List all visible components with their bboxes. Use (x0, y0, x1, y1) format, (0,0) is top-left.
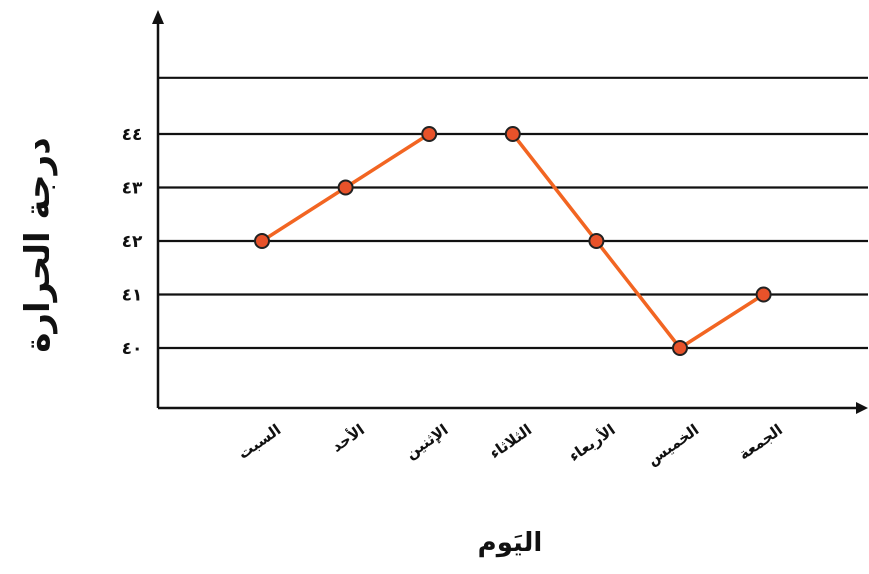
y-tick-label-1: ٤١ (122, 286, 143, 306)
x-tick-label-2: الإثنين (402, 421, 451, 463)
data-points (254, 126, 772, 356)
y-tick-label-0: ٤٠ (122, 339, 143, 359)
x-tick-label-4: الأربعاء (565, 421, 618, 466)
data-point-5 (672, 340, 688, 356)
x-tick-label-1: الأحد (328, 421, 368, 456)
data-point-6 (755, 286, 772, 303)
data-point-2 (421, 126, 438, 142)
y-axis-title: درجة الحرارة (18, 137, 58, 353)
y-axis-title-wrap: درجة الحرارة (8, 110, 68, 380)
axes (152, 10, 868, 414)
y-axis-arrow (152, 10, 164, 24)
y-tick-label-2: ٤٢ (122, 232, 143, 252)
series-line-1 (511, 132, 765, 350)
x-tick-label-3: الثلاثاء (486, 421, 535, 463)
y-tick-label-3: ٤٣ (122, 179, 143, 199)
data-point-0 (254, 233, 270, 249)
y-tick-labels: ٤٠ ٤١ ٤٢ ٤٣ ٤٤ (122, 125, 143, 359)
grid-lines (158, 76, 868, 350)
data-point-3 (504, 126, 521, 142)
x-tick-label-6: الجمعة (735, 421, 786, 464)
x-axis-title: اليَوم (477, 528, 543, 558)
data-point-1 (337, 179, 354, 196)
x-tick-label-0: السبت (235, 421, 285, 463)
data-point-4 (588, 233, 605, 249)
x-tick-label-5: الخميس (644, 421, 703, 470)
x-tick-labels: السبت الأحد الإثنين الثلاثاء الأربعاء الخميس ا… (235, 421, 786, 470)
y-tick-label-4: ٤٤ (122, 125, 143, 145)
x-axis-arrow (856, 402, 868, 414)
